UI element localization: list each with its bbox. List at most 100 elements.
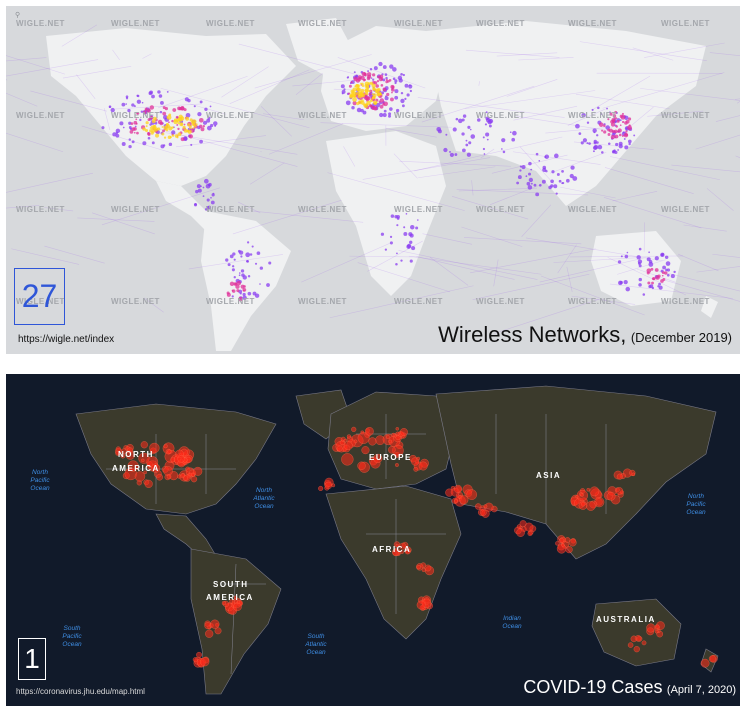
network-dot	[157, 127, 161, 131]
network-dot	[654, 256, 659, 261]
network-dot	[401, 104, 405, 108]
network-dot	[516, 181, 520, 185]
network-dot	[391, 85, 395, 89]
watermark-text: WIGLE.NET	[111, 111, 160, 120]
network-dot	[355, 84, 360, 89]
network-dot	[251, 245, 254, 248]
network-dot	[184, 97, 189, 102]
covid-map-canvas: NORTH AMERICA EUROPE ASIA AFRICA SOUTH A…	[6, 374, 740, 706]
case-bubble	[633, 645, 640, 653]
network-dot	[206, 198, 210, 202]
network-dot	[372, 78, 375, 81]
network-dot	[512, 130, 517, 136]
network-dot	[353, 95, 356, 98]
network-dot	[367, 70, 370, 73]
network-trace	[496, 52, 558, 57]
network-trace	[632, 47, 674, 61]
network-trace	[706, 188, 734, 211]
network-dot	[242, 295, 247, 301]
network-trace	[367, 240, 423, 272]
network-trace	[229, 69, 310, 104]
network-dot	[509, 131, 512, 134]
network-dot	[378, 100, 381, 103]
network-dot	[458, 118, 463, 124]
network-dot	[368, 90, 371, 93]
case-bubble	[700, 658, 710, 668]
network-dot	[466, 152, 472, 157]
case-bubble	[204, 622, 212, 630]
network-trace	[254, 54, 372, 89]
network-trace	[540, 275, 645, 316]
network-dot	[164, 107, 168, 111]
network-dot	[485, 132, 490, 137]
network-dot	[242, 275, 247, 280]
network-dot	[242, 289, 245, 292]
network-dot	[555, 192, 558, 195]
label-south-pacific-2: Pacific	[62, 633, 82, 640]
network-dot	[384, 248, 387, 251]
network-dot	[607, 133, 611, 136]
network-dot	[357, 77, 362, 82]
watermark-text: WIGLE.NET	[206, 19, 255, 28]
network-dot	[246, 241, 250, 244]
case-bubble	[190, 472, 195, 477]
network-trace	[103, 108, 111, 131]
network-dot	[122, 126, 125, 129]
case-bubble	[627, 642, 634, 648]
network-dot	[147, 132, 151, 136]
network-dot	[247, 275, 251, 278]
network-dot	[368, 92, 372, 96]
label-south-atlantic-2: Atlantic	[304, 641, 327, 648]
network-dot	[409, 89, 412, 93]
network-trace	[465, 49, 560, 58]
case-bubble	[144, 479, 153, 489]
network-trace	[513, 105, 578, 121]
case-bubble	[388, 446, 396, 454]
network-trace	[490, 184, 542, 205]
case-bubble	[424, 564, 432, 572]
network-dot	[350, 81, 353, 84]
network-dot	[259, 283, 261, 285]
network-dot	[658, 282, 661, 286]
network-dot	[483, 153, 486, 155]
network-dot	[162, 129, 165, 133]
network-dot	[129, 129, 134, 134]
network-trace	[101, 187, 220, 226]
network-dot	[603, 130, 607, 134]
watermark-text: WIGLE.NET	[476, 111, 525, 120]
network-trace	[263, 113, 304, 121]
case-bubble	[413, 466, 419, 472]
label-south-pacific-3: Ocean	[62, 641, 82, 648]
network-dot	[664, 255, 669, 260]
network-dot	[231, 268, 235, 272]
label-indian-ocean-1: Indian	[503, 615, 521, 622]
network-trace	[571, 295, 636, 305]
case-bubble	[579, 492, 584, 497]
network-dot	[238, 296, 243, 302]
network-dot	[623, 279, 628, 285]
wireless-density-overlay	[6, 24, 740, 334]
case-bubble	[127, 447, 134, 454]
network-dot	[145, 125, 148, 128]
network-trace	[112, 49, 120, 60]
network-trace	[671, 164, 740, 173]
network-dot	[392, 67, 397, 72]
network-dot	[149, 129, 153, 133]
network-dot	[115, 133, 120, 138]
network-dot	[130, 122, 134, 125]
network-dot	[624, 121, 628, 125]
network-dot	[569, 173, 574, 179]
network-dot	[110, 107, 115, 113]
caption-title: COVID-19 Cases	[523, 677, 663, 697]
network-trace	[143, 297, 164, 313]
network-dot	[588, 142, 591, 145]
network-trace	[62, 66, 132, 79]
network-trace	[683, 224, 727, 232]
source-url: https://coronavirus.jhu.edu/map.html	[16, 687, 145, 696]
network-trace	[249, 162, 285, 185]
wireless-map-canvas: WIGLE.NET WIGLE.NET WIGLE.NET WIGLE.NET WIGL…	[6, 6, 740, 354]
network-trace	[519, 146, 555, 185]
network-dot	[194, 202, 197, 206]
network-trace	[221, 66, 269, 98]
network-dot	[673, 270, 676, 274]
